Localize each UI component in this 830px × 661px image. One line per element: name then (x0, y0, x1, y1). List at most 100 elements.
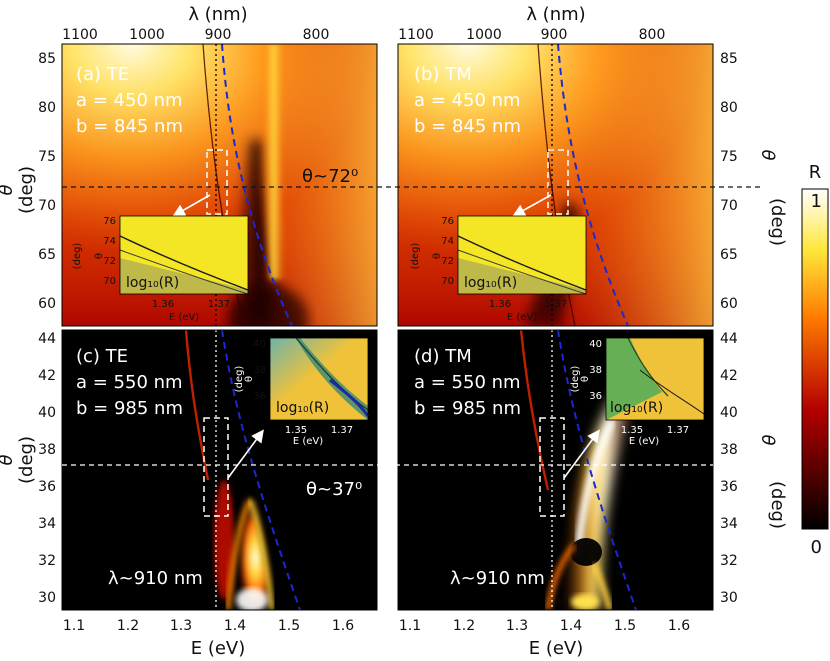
panel-b-inset-xtick: 1.37 (545, 299, 567, 310)
panel-c-inset-xtick: 1.37 (331, 425, 353, 436)
panel-c-title: (c) TE (76, 346, 128, 367)
panel-b-ytick: 80 (720, 100, 738, 116)
panel-a: (a) TE a = 450 nm b = 845 nm 76 74 72 70… (38, 43, 378, 327)
panel-d-inset-ylabel-unit: (deg) (570, 366, 581, 393)
top-tick-right: 800 (639, 27, 666, 43)
bottom-tick-left: 1.3 (170, 618, 192, 634)
panel-c-inset: 40 38 36 1.35 1.37 E (eV) θ (deg) log₁₀(… (234, 337, 370, 447)
panel-d-wavelength-note: λ~910 nm (450, 568, 545, 589)
panel-d-ytick: 42 (720, 368, 738, 384)
panel-d-zoom-box (539, 417, 565, 517)
panel-a-heatmap (62, 44, 377, 326)
panel-a-inset-xtick: 1.36 (152, 299, 174, 310)
panel-c-ytick: 40 (38, 405, 56, 421)
panel-d-inset-xtick: 1.35 (621, 425, 643, 436)
panel-c-inset-ylabel-unit: (deg) (234, 366, 245, 393)
panel-d-ytick: 38 (720, 442, 738, 458)
panel-c-param-a: a = 550 nm (76, 372, 183, 393)
bottom-tick-right: 1.1 (399, 618, 421, 634)
panel-a-inset: 76 74 72 70 1.36 1.37 E (eV) θ (deg) log… (72, 215, 249, 323)
colorbar-tick-min: 0 (811, 537, 822, 558)
panel-d-inset-zlabel: log₁₀(R) (610, 400, 663, 416)
panel-c-inset-zlabel: log₁₀(R) (276, 400, 329, 416)
panel-d-zoom-arrow (563, 429, 600, 479)
panel-b-inset-ylabel-unit: (deg) (410, 243, 421, 270)
panel-b-inset-ytick: 74 (441, 236, 454, 247)
panel-c-zoom-arrow (227, 429, 264, 479)
panel-a-inset-ylabel-unit: (deg) (72, 243, 83, 270)
panel-d-yticks: 44 42 40 38 36 34 32 30 (720, 331, 738, 606)
panel-a-ytick: 80 (38, 100, 56, 116)
panel-b-zoom-box (547, 149, 569, 215)
panel-a-ytick: 70 (38, 198, 56, 214)
panel-c-ytick: 36 (38, 479, 56, 495)
y-label-unit-top-left: (deg) (16, 166, 37, 214)
bottom-tick-right: 1.5 (614, 618, 636, 634)
panel-a-zoom-box (206, 149, 228, 215)
bottom-tick-right: 1.4 (560, 618, 582, 634)
bottom-tick-left: 1.5 (278, 618, 300, 634)
panel-d-inset-ytick: 38 (589, 365, 602, 376)
panel-c-wavelength-note: λ~910 nm (108, 568, 203, 589)
panel-a-yticks: 85 80 75 70 65 60 (38, 51, 56, 312)
panel-b-inset-ytick: 70 (441, 276, 454, 287)
y-label-unit-bottom-right: (deg) (767, 481, 788, 529)
top-tick-left: 1100 (62, 27, 98, 43)
panel-c: (c) TE a = 550 nm b = 985 nm 40 38 36 1.… (38, 329, 378, 611)
panel-d-inset: 40 38 36 1.35 1.37 E (eV) θ (deg) log₁₀(… (570, 337, 705, 447)
panel-a-angle-note: θ~72⁰ (302, 166, 358, 187)
panel-c-ytick: 44 (38, 331, 56, 347)
top-tick-left: 800 (303, 27, 330, 43)
panel-a-ytick: 75 (38, 149, 56, 165)
panel-b-zoom-arrow (512, 194, 552, 217)
bottom-tick-right: 1.3 (506, 618, 528, 634)
panel-b-title: (b) TM (414, 64, 472, 85)
panel-b-param-b: b = 845 nm (414, 116, 521, 137)
panel-b-inset-ytick: 76 (441, 216, 454, 227)
bottom-tick-left: 1.1 (63, 618, 85, 634)
panel-b-inset: 76 74 72 70 1.36 1.37 E (eV) θ (deg) log… (410, 215, 587, 323)
panel-b-param-a: a = 450 nm (414, 90, 521, 111)
panel-c-ytick: 30 (38, 590, 56, 606)
colorbar-tick-max: 1 (811, 191, 822, 212)
panel-b-yticks: 85 80 75 70 65 60 (720, 51, 738, 312)
panel-a-title: (a) TE (76, 64, 129, 85)
panel-c-ytick: 34 (38, 516, 56, 532)
y-label-unit-bottom-left: (deg) (16, 436, 37, 484)
panel-c-inset-ytick: 38 (253, 365, 266, 376)
panel-c-param-b: b = 985 nm (76, 398, 183, 419)
panel-a-inset-zlabel: log₁₀(R) (126, 275, 179, 291)
panel-d-ytick: 34 (720, 516, 738, 532)
panel-d-param-b: b = 985 nm (414, 398, 521, 419)
panel-a-inset-ytick: 70 (103, 276, 116, 287)
panel-d: (d) TM a = 550 nm b = 985 nm 40 38 36 1.… (397, 329, 738, 611)
panel-d-ytick: 40 (720, 405, 738, 421)
colorbar-label: R (809, 162, 822, 183)
y-label-theta-bottom-right: θ (757, 434, 778, 445)
panel-d-title: (d) TM (414, 346, 472, 367)
top-tick-right: 1000 (466, 27, 502, 43)
panel-c-ytick: 38 (38, 442, 56, 458)
panel-c-yticks: 44 42 40 38 36 34 32 30 (38, 331, 56, 606)
panel-a-inset-xtick: 1.37 (208, 299, 230, 310)
colorbar: R 1 0 (801, 162, 829, 558)
bottom-axis-label-left: E (eV) (191, 638, 246, 659)
y-label-theta-top-right: θ (757, 149, 778, 160)
panel-c-inset-ytick: 40 (253, 339, 266, 350)
panel-d-param-a: a = 550 nm (414, 372, 521, 393)
panel-d-ytick: 44 (720, 331, 738, 347)
panel-d-ytick: 32 (720, 553, 738, 569)
bottom-tick-right: 1.6 (668, 618, 690, 634)
panel-b-inset-ytick: 72 (441, 256, 454, 267)
bottom-axis-label-right: E (eV) (529, 638, 584, 659)
panel-c-zoom-box (203, 417, 229, 517)
bottom-tick-left: 1.6 (332, 618, 354, 634)
panel-a-inset-xlabel: E (eV) (169, 312, 199, 323)
panel-a-inset-ytick: 72 (103, 256, 116, 267)
bottom-tick-left: 1.4 (224, 618, 246, 634)
y-label-theta-top-left: θ (0, 184, 17, 195)
panel-d-heatmap (398, 330, 713, 610)
panel-c-ytick: 42 (38, 368, 56, 384)
panel-a-inset-ytick: 74 (103, 236, 116, 247)
